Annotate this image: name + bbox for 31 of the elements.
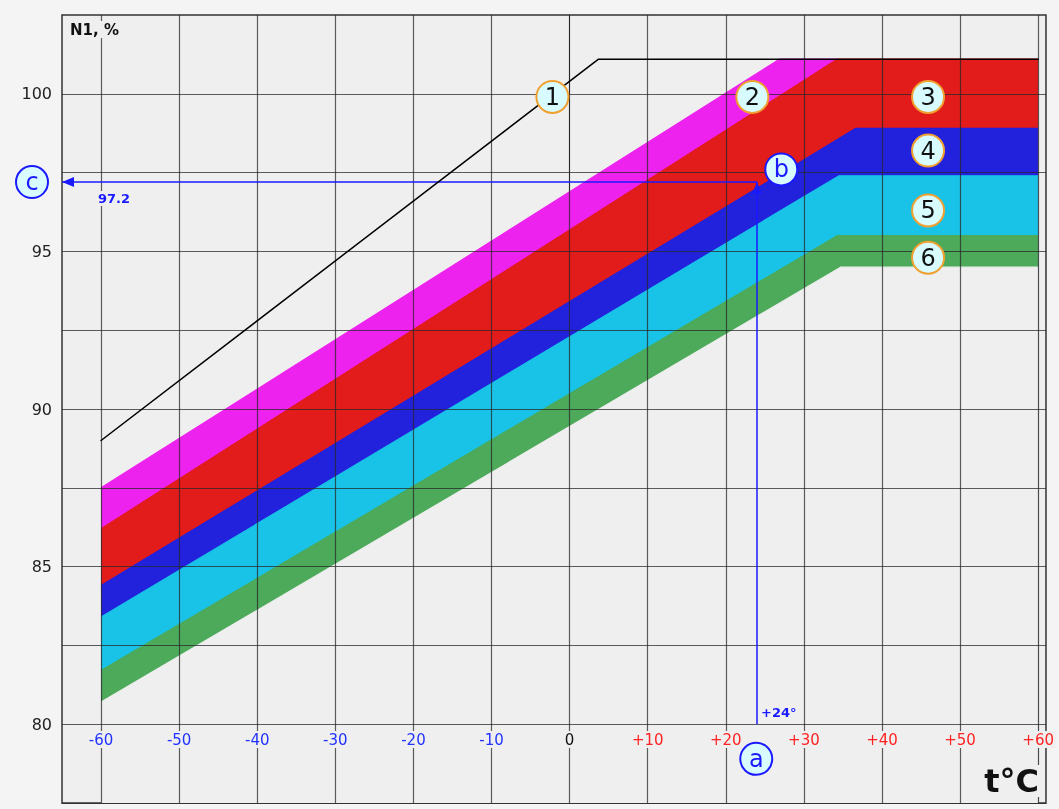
y-tick-label: 100 [21, 84, 52, 104]
x-tick-label: -10 [479, 730, 504, 749]
annotation: 2 [744, 82, 760, 111]
x-tick-label: +40 [866, 730, 898, 749]
annotation: 5 [920, 196, 936, 225]
x-tick-label: +60 [1022, 730, 1054, 749]
x-tick-label: 0 [564, 730, 575, 749]
ref-line-label: 97.2 [98, 191, 131, 207]
x-tick-label: -40 [244, 730, 270, 749]
annotation: 6 [920, 243, 936, 272]
x-tick-label: -60 [88, 730, 114, 749]
x-tick-label: +10 [631, 730, 664, 749]
annotation: 4 [920, 136, 936, 165]
annotation: 1 [544, 82, 561, 111]
x-tick-label: -30 [323, 730, 348, 749]
ref-line-label: +24° [761, 705, 797, 721]
y-tick-label: 85 [31, 557, 52, 577]
annotation: a [748, 744, 764, 773]
y-tick-label: 90 [31, 399, 52, 419]
x-tick-label: +50 [944, 730, 976, 749]
text: c [25, 168, 39, 197]
x-tick-label: +30 [788, 730, 820, 749]
y-tick-label: 80 [31, 714, 52, 734]
x-axis-title: t°C [984, 762, 1039, 800]
y-tick-label: 95 [31, 241, 52, 261]
x-tick-label: -20 [401, 730, 426, 749]
x-tick-label: -50 [166, 730, 192, 749]
x-tick-label: +20 [709, 730, 742, 749]
annotation: 3 [920, 82, 936, 111]
y-axis-title: N1, % [70, 20, 119, 39]
annotation: b [773, 155, 789, 184]
